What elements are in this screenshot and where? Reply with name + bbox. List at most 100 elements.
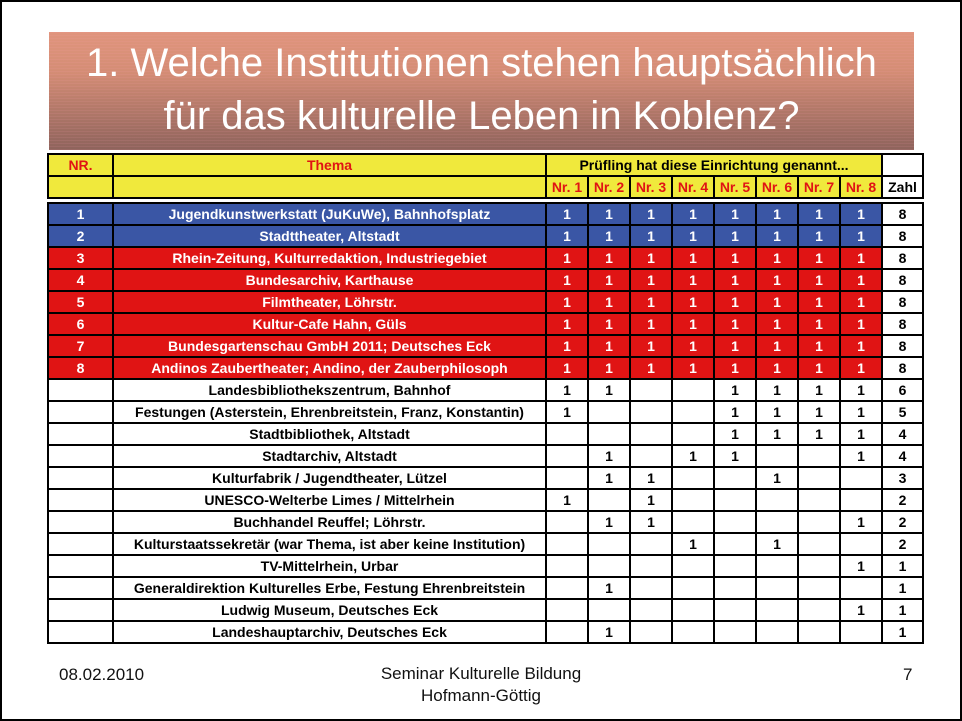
mark-cell-nr-2: 1 [587,356,631,380]
mark-cell-nr-7 [797,488,841,512]
col-header-nr: NR. [47,153,114,177]
thema-cell: Bundesgartenschau GmbH 2011; Deutsches E… [112,334,547,358]
zahl-cell: 8 [881,356,924,380]
mark-cell-nr-5: 1 [713,312,757,336]
zahl-cell: 3 [881,466,924,490]
mark-cell-nr-5: 1 [713,400,757,424]
table-row: 8 Andinos Zaubertheater; Andino, der Zaub… [47,356,924,380]
mark-cell-nr-5: 1 [713,224,757,248]
nr-cell [47,576,114,600]
nr-cell [47,466,114,490]
col-header-nr-1: Nr. 1 [545,175,589,199]
mark-cell-nr-3 [629,444,673,468]
mark-cell-nr-8: 1 [839,422,883,446]
zahl-cell: 8 [881,290,924,314]
mark-cell-nr-5 [713,598,757,622]
mark-cell-nr-6 [755,444,799,468]
thema-cell: Bundesarchiv, Karthause [112,268,547,292]
mark-cell-nr-4 [671,378,715,402]
zahl-cell: 2 [881,532,924,556]
nr-cell [47,400,114,424]
table-row: Generaldirektion Kulturelles Erbe, Festu… [47,576,924,600]
mark-cell-nr-8: 1 [839,444,883,468]
mark-cell-nr-8 [839,532,883,556]
mark-cell-nr-6 [755,598,799,622]
mark-cell-nr-7: 1 [797,400,841,424]
mark-cell-nr-4 [671,422,715,446]
nr-cell: 1 [47,202,114,226]
mark-cell-nr-2: 1 [587,268,631,292]
header-body-separator [48,198,923,203]
institutions-table: NR. Thema Prüfling hat diese Einrichtung… [47,153,924,644]
mark-cell-nr-2: 1 [587,444,631,468]
mark-cell-nr-4: 1 [671,532,715,556]
mark-cell-nr-3 [629,422,673,446]
mark-cell-nr-1: 1 [545,246,589,270]
mark-cell-nr-3: 1 [629,224,673,248]
table-row: Festungen (Asterstein, Ehrenbreitstein, … [47,400,924,424]
mark-cell-nr-4: 1 [671,444,715,468]
mark-cell-nr-8: 1 [839,554,883,578]
mark-cell-nr-6: 1 [755,246,799,270]
separator-cell [48,198,923,203]
footer-page-number: 7 [903,665,913,684]
mark-cell-nr-1: 1 [545,488,589,512]
mark-cell-nr-4: 1 [671,334,715,358]
col-header-nr-6: Nr. 6 [755,175,799,199]
thema-cell: Stadttheater, Altstadt [112,224,547,248]
nr-cell [47,554,114,578]
thema-cell: Filmtheater, Löhrstr. [112,290,547,314]
mark-cell-nr-3: 1 [629,202,673,226]
mark-cell-nr-7: 1 [797,268,841,292]
thema-cell: Jugendkunstwerkstatt (JuKuWe), Bahnhofsp… [112,202,547,226]
mark-cell-nr-5 [713,554,757,578]
mark-cell-nr-4 [671,488,715,512]
zahl-cell: 8 [881,246,924,270]
thema-cell: Kulturstaatssekretär (war Thema, ist abe… [112,532,547,556]
mark-cell-nr-1 [545,554,589,578]
zahl-cell: 1 [881,576,924,600]
thema-cell: Buchhandel Reuffel; Löhrstr. [112,510,547,534]
mark-cell-nr-8: 1 [839,334,883,358]
col-header-empty [881,153,924,177]
mark-cell-nr-3: 1 [629,268,673,292]
slide-title-banner: 1. Welche Institutionen stehen hauptsäch… [49,32,914,150]
col-header-span: Prüfling hat diese Einrichtung genannt..… [545,153,883,177]
mark-cell-nr-6: 1 [755,202,799,226]
nr-cell: 8 [47,356,114,380]
mark-cell-nr-1: 1 [545,400,589,424]
mark-cell-nr-3 [629,400,673,424]
zahl-cell: 8 [881,268,924,292]
mark-cell-nr-1: 1 [545,378,589,402]
mark-cell-nr-3 [629,620,673,644]
zahl-cell: 5 [881,400,924,424]
table-row: 3 Rhein-Zeitung, Kulturredaktion, Industr… [47,246,924,270]
mark-cell-nr-4: 1 [671,224,715,248]
mark-cell-nr-2: 1 [587,466,631,490]
table-row: Kulturfabrik / Jugendtheater, Lützel 1 1 1 3 [47,466,924,490]
nr-cell [47,422,114,446]
mark-cell-nr-8 [839,576,883,600]
mark-cell-nr-8 [839,620,883,644]
mark-cell-nr-8: 1 [839,202,883,226]
mark-cell-nr-4 [671,510,715,534]
mark-cell-nr-7: 1 [797,334,841,358]
mark-cell-nr-4: 1 [671,356,715,380]
mark-cell-nr-6 [755,576,799,600]
nr-cell: 6 [47,312,114,336]
thema-cell: Landesbibliothekszentrum, Bahnhof [112,378,547,402]
mark-cell-nr-2: 1 [587,334,631,358]
mark-cell-nr-5: 1 [713,444,757,468]
table-row: Stadtbibliothek, Altstadt 1 1 1 1 4 [47,422,924,446]
title-line-2: für das kulturelle Leben in Koblenz? [163,94,800,138]
mark-cell-nr-6 [755,554,799,578]
mark-cell-nr-1 [545,620,589,644]
mark-cell-nr-8: 1 [839,510,883,534]
mark-cell-nr-1 [545,466,589,490]
mark-cell-nr-5 [713,466,757,490]
table-row: Kulturstaatssekretär (war Thema, ist abe… [47,532,924,556]
mark-cell-nr-4: 1 [671,202,715,226]
mark-cell-nr-7 [797,532,841,556]
nr-cell: 5 [47,290,114,314]
